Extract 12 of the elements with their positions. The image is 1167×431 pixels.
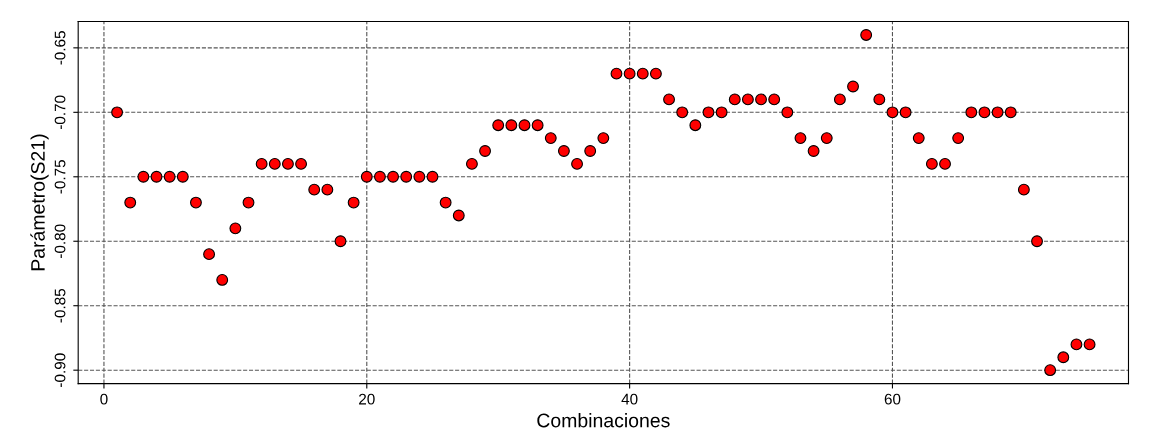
y-tick-label: -0.75 [54,160,66,194]
y-tick-label: -0.80 [54,224,66,258]
y-tick-label: -0.90 [54,353,66,387]
x-tick-label: 40 [621,393,638,405]
x-tick-label: 0 [100,393,108,405]
x-axis-title: Combinaciones [537,413,670,428]
x-tick-label: 60 [884,393,901,405]
y-tick-label: -0.65 [54,31,66,65]
y-tick-label: -0.70 [54,95,66,130]
x-tick-label: 20 [359,393,375,405]
y-axis-title: Parámetro(S21) [30,134,49,271]
y-tick-label: -0.85 [54,288,66,323]
